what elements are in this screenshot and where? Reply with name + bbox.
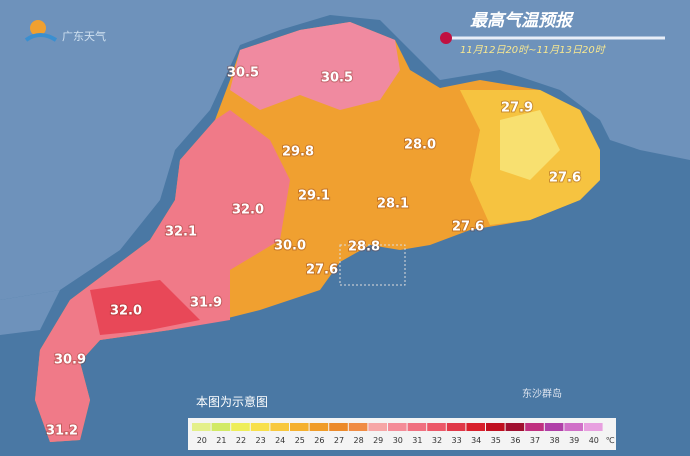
legend-swatch: [231, 423, 250, 431]
logo-text: 广东天气: [62, 29, 106, 43]
neighbor-land: [0, 290, 60, 335]
legend-box: [188, 418, 616, 450]
period: 11月12日20时~11月13日20时: [460, 44, 607, 56]
legend-swatch: [407, 423, 427, 431]
legend-label: 40: [589, 436, 599, 445]
province-base: [35, 22, 600, 442]
legend-label: 39: [569, 436, 579, 445]
hot-zone: [35, 110, 290, 442]
legend-swatch: [368, 423, 387, 431]
temperature-label: 27.9: [501, 101, 533, 116]
legend-swatch: [427, 423, 446, 431]
temperature-label: 29.8: [282, 145, 314, 160]
legend-label: 25: [295, 436, 305, 445]
title-bullet: [440, 32, 452, 44]
legend-label: 33: [452, 436, 462, 445]
island-label: 东沙群岛: [522, 387, 562, 400]
temperature-label: 28.1: [377, 197, 409, 212]
legend-label: 20: [197, 436, 207, 445]
legend-swatch: [192, 423, 211, 431]
inset-frame: [339, 244, 406, 286]
note: 本图为示意图: [196, 394, 268, 409]
legend-swatch: [250, 423, 270, 431]
temperature-label: 30.0: [274, 239, 306, 254]
legend-label: 37: [530, 436, 540, 445]
temperature-label: 31.9: [190, 296, 222, 311]
legend-swatch: [466, 423, 485, 431]
temperature-label: 28.8: [348, 240, 380, 255]
legend-swatch: [505, 423, 525, 431]
legend-swatch: [388, 423, 407, 431]
legend-label: 36: [510, 436, 520, 445]
legend-label: 24: [275, 436, 285, 445]
logo-wave: [24, 33, 58, 42]
legend-label: 29: [373, 436, 383, 445]
temperature-label: 28.0: [404, 138, 436, 153]
temperature-label: 30.5: [227, 66, 259, 81]
temperature-label: 32.1: [165, 225, 197, 240]
legend-swatch: [584, 423, 603, 431]
temperature-label: 30.9: [54, 353, 86, 368]
mild-zone: [500, 110, 560, 180]
legend-swatch: [290, 423, 309, 431]
legend-swatch: [525, 423, 544, 431]
legend-label: 30: [393, 436, 403, 445]
neighbor-land: [0, 0, 690, 300]
legend-label: 32: [432, 436, 442, 445]
legend-swatch: [446, 423, 466, 431]
legend-label: 26: [314, 436, 324, 445]
legend-swatch: [544, 423, 564, 431]
legend-label: 31: [412, 436, 422, 445]
legend-swatch: [211, 423, 231, 431]
temperature-label: 31.2: [46, 424, 78, 439]
legend-swatch: [486, 423, 505, 431]
legend-unit: ℃: [606, 436, 615, 445]
legend-label: 23: [256, 436, 266, 445]
legend-label: 35: [491, 436, 501, 445]
temperature-label: 32.0: [110, 304, 142, 319]
temperature-label: 27.6: [452, 220, 484, 235]
legend-swatch: [348, 423, 368, 431]
legend-label: 38: [550, 436, 560, 445]
legend-label: 28: [354, 436, 364, 445]
logo-sun: [30, 20, 46, 36]
temperature-label: 30.5: [321, 71, 353, 86]
legend-swatch: [270, 423, 289, 431]
legend-swatch: [564, 423, 583, 431]
hottest-zone: [90, 280, 200, 335]
legend-label: 27: [334, 436, 344, 445]
temperature-label: 27.6: [306, 263, 338, 278]
hot-zone: [230, 22, 400, 110]
title: 最高气温预报: [470, 11, 575, 31]
temperature-label: 29.1: [298, 189, 330, 204]
legend-swatch: [329, 423, 348, 431]
legend-label: 22: [236, 436, 246, 445]
legend-label: 34: [471, 436, 481, 445]
temperature-label: 32.0: [232, 203, 264, 218]
legend-swatch: [309, 423, 329, 431]
legend-label: 21: [216, 436, 226, 445]
temperature-label: 27.6: [549, 171, 581, 186]
